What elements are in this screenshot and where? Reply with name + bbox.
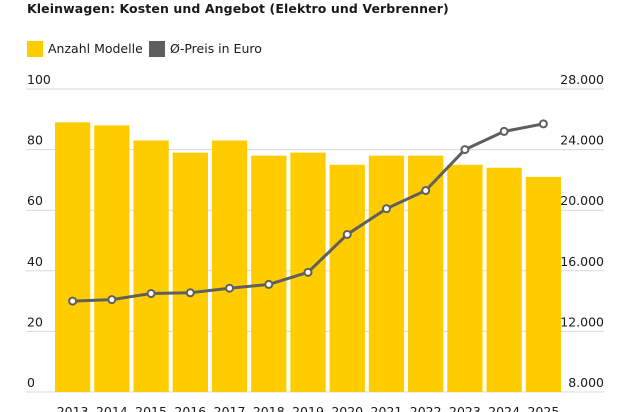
x-tick-label: 2018	[253, 404, 285, 412]
y-left-tick-label: 100	[27, 72, 51, 87]
y-right-tick-label: 12.000	[560, 314, 604, 329]
x-tick-label: 2021	[371, 404, 403, 412]
y-left-tick-label: 80	[27, 133, 43, 148]
bar-2013	[54, 122, 91, 392]
price-point-2017	[225, 283, 235, 293]
price-point-2015	[146, 289, 156, 299]
bar-2017	[211, 140, 248, 392]
y-right-tick-label: 20.000	[560, 193, 604, 208]
bar-2025	[525, 176, 562, 392]
bar-2024	[486, 167, 522, 392]
bar-2023	[447, 164, 483, 392]
x-tick-label: 2023	[449, 404, 481, 412]
price-point-2024	[499, 126, 509, 136]
x-tick-label: 2014	[96, 404, 128, 412]
price-point-2022	[421, 186, 431, 196]
bar-2021	[368, 155, 405, 392]
y-right-tick-label: 24.000	[560, 133, 604, 148]
price-point-2019	[303, 267, 313, 277]
bar-2015	[133, 140, 169, 392]
price-point-2018	[264, 279, 274, 289]
x-tick-label: 2013	[57, 404, 89, 412]
y-right-tick-label: 28.000	[560, 72, 604, 87]
legend-swatch-line	[149, 41, 165, 57]
chart-title: Kleinwagen: Kosten und Angebot (Elektro …	[27, 1, 449, 16]
y-right-tick-label: 8.000	[568, 375, 604, 390]
bar-2016	[172, 152, 208, 392]
price-point-2023	[460, 145, 470, 155]
x-tick-label: 2020	[331, 404, 363, 412]
y-left-tick-label: 20	[27, 314, 43, 329]
y-left-tick-label: 60	[27, 193, 43, 208]
bar-2014	[94, 125, 130, 393]
x-tick-label: 2015	[135, 404, 167, 412]
price-point-2020	[342, 229, 352, 239]
price-point-2013	[68, 296, 78, 306]
bar-2018	[251, 155, 287, 392]
price-point-2025	[538, 119, 548, 129]
legend-swatch-bars	[27, 41, 43, 57]
price-point-2021	[381, 204, 391, 214]
x-tick-label: 2019	[292, 404, 324, 412]
x-tick-label: 2016	[174, 404, 206, 412]
legend-label-bars: Anzahl Modelle	[48, 41, 143, 56]
y-left-tick-label: 40	[27, 254, 43, 269]
price-point-2014	[107, 295, 117, 305]
x-tick-label: 2024	[488, 404, 520, 412]
x-tick-label: 2025	[527, 404, 559, 412]
legend-label-line: Ø-Preis in Euro	[170, 41, 262, 56]
bar-2020	[329, 164, 365, 392]
y-left-tick-label: 0	[27, 375, 35, 390]
x-tick-label: 2017	[214, 404, 246, 412]
y-right-tick-label: 16.000	[560, 254, 604, 269]
price-point-2016	[185, 288, 195, 298]
x-tick-label: 2022	[410, 404, 442, 412]
